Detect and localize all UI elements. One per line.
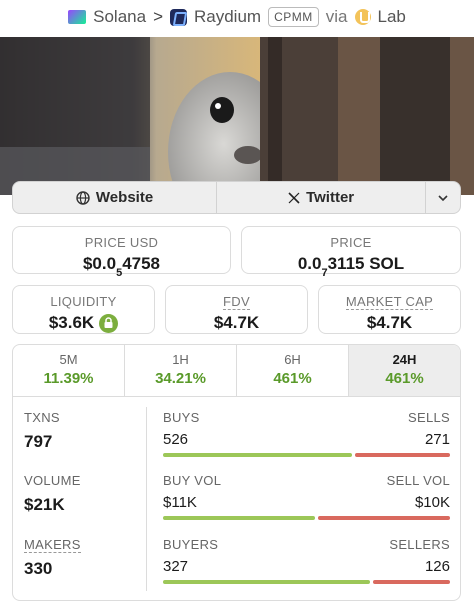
tab-change: 11.39% (43, 370, 94, 387)
website-button[interactable]: Website (13, 182, 218, 213)
sell-bar (318, 516, 450, 520)
buy-sell-volume-bar (163, 516, 450, 520)
social-links-bar: Website Twitter (12, 181, 461, 214)
dex-link[interactable]: Raydium (194, 7, 262, 26)
makers-row: MAKERS 330 BUYERS SELLERS 327 126 (13, 537, 460, 600)
lab-icon (354, 9, 371, 25)
buyers-sellers-bar (163, 580, 450, 584)
x-logo-icon (288, 191, 300, 204)
buys-value: 526 (163, 431, 189, 448)
txns-value: 797 (24, 432, 53, 451)
via-text: via (325, 7, 348, 26)
buy-bar (163, 516, 316, 520)
tab-label: 24H (392, 352, 417, 367)
price-native-value: 0.073115 SOL (297, 254, 405, 280)
market-cap-value: $4.7K (366, 313, 413, 332)
sellers-value: 126 (424, 558, 450, 575)
liquidity-value-row: $3.6K (13, 313, 154, 333)
more-links-button[interactable] (426, 182, 460, 213)
makers-label[interactable]: MAKERS (24, 537, 81, 553)
raydium-icon (170, 8, 187, 26)
tab-change: 461% (385, 370, 424, 387)
txns-row: TXNS 797 BUYS SELLS 526 271 (13, 410, 460, 474)
launchpad-link[interactable]: Lab (377, 7, 406, 26)
fdv-card: FDV $4.7K (165, 285, 308, 334)
market-cap-label[interactable]: MARKET CAP (345, 294, 434, 310)
tab-label: 1H (172, 352, 189, 367)
chain-link[interactable]: Solana (93, 7, 147, 26)
tab-6h[interactable]: 6H 461% (237, 345, 349, 396)
sells-value: 271 (424, 431, 450, 448)
tab-label: 6H (284, 352, 301, 367)
volume-label: VOLUME (24, 473, 81, 488)
liquidity-label: LIQUIDITY (50, 294, 117, 309)
timeframe-tabs: 5M 11.39% 1H 34.21% 6H 461% 24H 461% (13, 345, 460, 397)
price-usd-card: PRICE USD $0.054758 (12, 226, 231, 280)
makers-value: 330 (24, 559, 53, 578)
sell-vol-value: $10K (414, 494, 450, 511)
sellers-label: SELLERS (389, 537, 450, 552)
sell-vol-label: SELL VOL (386, 473, 450, 488)
liquidity-value: $3.6K (48, 313, 95, 332)
globe-icon (76, 190, 90, 205)
price-usd-value: $0.054758 (82, 254, 161, 280)
sells-label: SELLS (408, 410, 450, 425)
chevron-down-icon (438, 194, 448, 201)
price-usd-label: PRICE USD (84, 235, 159, 250)
sell-bar (355, 453, 450, 457)
buy-vol-label: BUY VOL (163, 473, 222, 488)
twitter-button[interactable]: Twitter (217, 182, 427, 213)
token-banner-image (0, 37, 474, 195)
buyers-value: 327 (163, 558, 189, 575)
twitter-label: Twitter (306, 189, 355, 206)
makers-label-wrap: MAKERS (24, 537, 81, 553)
column-divider (146, 407, 147, 591)
price-native-card: PRICE 0.073115 SOL (241, 226, 461, 280)
buy-sell-ratio-bar (163, 453, 450, 457)
tab-24h[interactable]: 24H 461% (349, 345, 460, 396)
fdv-label-wrap: FDV (166, 294, 307, 310)
tab-change: 461% (273, 370, 312, 387)
pool-type-badge: CPMM (268, 7, 319, 27)
buy-bar (163, 580, 370, 584)
price-native-label: PRICE (330, 235, 372, 250)
volume-value: $21K (24, 495, 65, 514)
mcap-label-wrap: MARKET CAP (319, 294, 460, 310)
tab-5m[interactable]: 5M 11.39% (13, 345, 125, 396)
fdv-label[interactable]: FDV (223, 294, 250, 310)
solana-icon (68, 10, 87, 24)
trading-stats-panel: 5M 11.39% 1H 34.21% 6H 461% 24H 461% TXN… (12, 344, 461, 601)
tab-label: 5M (59, 352, 78, 367)
buy-bar (163, 453, 353, 457)
stats-rows: TXNS 797 BUYS SELLS 526 271 V (13, 397, 460, 600)
seal-illustration (0, 37, 474, 195)
txns-label: TXNS (24, 410, 60, 425)
tab-1h[interactable]: 1H 34.21% (125, 345, 237, 396)
sell-bar (372, 580, 450, 584)
fdv-value: $4.7K (213, 313, 260, 332)
liquidity-card: LIQUIDITY $3.6K (12, 285, 155, 334)
volume-row: VOLUME $21K BUY VOL SELL VOL $11K $10K (13, 473, 460, 537)
market-cap-card: MARKET CAP $4.7K (318, 285, 461, 334)
buy-vol-value: $11K (163, 494, 197, 511)
website-label: Website (95, 189, 154, 206)
breadcrumb: Solana > Raydium CPMM via Lab (0, 0, 474, 34)
breadcrumb-separator: > (153, 7, 163, 26)
buyers-label: BUYERS (163, 537, 219, 552)
buys-label: BUYS (163, 410, 200, 425)
tab-change: 34.21% (155, 370, 206, 387)
lock-icon[interactable] (99, 313, 119, 333)
